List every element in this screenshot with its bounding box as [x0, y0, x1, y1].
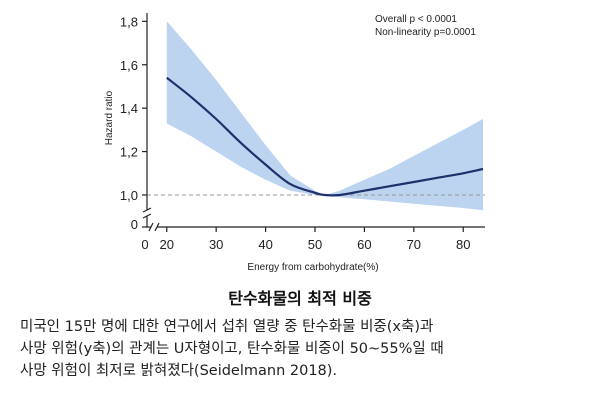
x-origin-label: 0	[141, 237, 148, 252]
y-tick-label: 1,0	[120, 188, 138, 203]
y-origin-label: 0	[131, 217, 138, 232]
confidence-band	[166, 21, 484, 211]
y-tick-label: 1,6	[120, 58, 138, 73]
caption-body: 미국인 15만 명에 대한 연구에서 섭취 열량 중 탄수화물 비중(x축)과 …	[20, 316, 580, 382]
x-tick-label: 70	[407, 237, 421, 252]
x-tick-label: 50	[308, 237, 322, 252]
nonlinearity-p-annotation: Non-linearity p=0.0001	[375, 27, 476, 38]
overall-p-annotation: Overall p < 0.0001	[375, 14, 457, 25]
y-tick-label: 1,8	[120, 14, 138, 29]
caption-line: 사망 위험(y축)의 관계는 U자형이고, 탄수화물 비중이 50~55%일 때	[20, 341, 444, 357]
x-axis-label: Energy from carbohydrate(%)	[247, 262, 378, 273]
y-tick-label: 1,2	[120, 145, 138, 160]
caption-title: 탄수화물의 최적 비중	[228, 289, 372, 308]
hazard-ratio-line	[166, 76, 484, 197]
y-tick-label: 1,4	[120, 101, 138, 116]
x-axis-break	[148, 222, 160, 232]
x-tick-label: 30	[209, 237, 223, 252]
x-tick-label: 80	[456, 237, 470, 252]
caption: 탄수화물의 최적 비중 미국인 15만 명에 대한 연구에서 섭취 열량 중 탄…	[0, 288, 600, 382]
x-tick-label: 60	[357, 237, 371, 252]
caption-line: 미국인 15만 명에 대한 연구에서 섭취 열량 중 탄수화물 비중(x축)과	[20, 319, 434, 335]
hazard-ratio-chart: 1,0 1,2 1,4 1,6 1,8 20 30 40 50 60 70 80 0 0 Energ…	[104, 13, 485, 273]
x-tick-label: 20	[160, 237, 174, 252]
x-tick-label: 40	[258, 237, 272, 252]
caption-line: 사망 위험이 최저로 밝혀졌다(Seidelmann 2018).	[20, 363, 338, 379]
y-axis-break	[142, 207, 152, 219]
y-axis-label: Hazard ratio	[104, 90, 115, 145]
